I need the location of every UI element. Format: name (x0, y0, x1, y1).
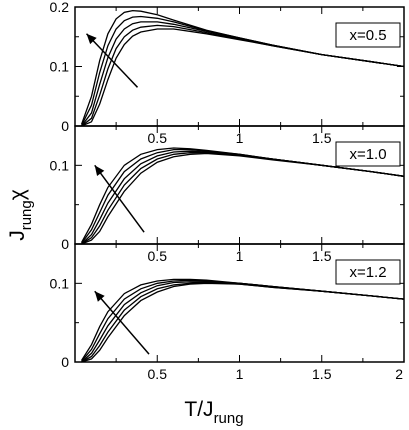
x-tick-label: 0.5 (148, 130, 168, 146)
panel-label-box (335, 141, 401, 167)
trend-arrow-head (86, 33, 97, 45)
panel-label: x=0.5 (349, 27, 386, 44)
trend-arrow (94, 164, 145, 233)
series-line-2 (81, 279, 405, 362)
x-tick-label: 1.5 (312, 130, 332, 146)
panel-2: 0 0.1 0.5 1 1.5 x=1.0 (50, 125, 405, 264)
panel-label: x=1.2 (349, 264, 386, 281)
x-tick-label: 0.5 (148, 248, 168, 264)
x-tick-label: 0.5 (148, 366, 168, 382)
series-line-5 (81, 152, 405, 245)
x-tick-label: 1 (236, 130, 244, 146)
trend-arrow (85, 33, 139, 88)
x-tick-label: 1.5 (312, 248, 332, 264)
x-axis-label: T/Jrung (184, 398, 243, 427)
series-line-5 (81, 28, 405, 127)
panel-label: x=1.0 (349, 146, 386, 163)
trend-arrow-head (94, 165, 105, 177)
trend-arrow (94, 290, 150, 355)
y-tick-label: 0.1 (50, 59, 70, 75)
series-line-1 (81, 278, 405, 361)
y-tick-label: 0.1 (50, 275, 70, 291)
y-tick-label: 0.1 (50, 157, 70, 173)
x-tick-label: 1 (236, 366, 244, 382)
panels-group: 00.10.20.5 1 1.5x=0.500.10.5 1 1.5x=1.000.10… (50, 0, 405, 382)
y-axis-label: Jrungχ (6, 189, 35, 241)
panel-3: 0 0.1 0.5 1 1.5 2 x=1.2 (50, 243, 405, 382)
panel-label-box (335, 22, 401, 48)
series-line-5 (81, 282, 405, 363)
panel-1: 0 0.1 0.2 0.5 1 1.5 x=0.5 (50, 0, 405, 146)
x-tick-label: 2 (395, 366, 403, 382)
trend-arrow-head (94, 291, 105, 302)
y-tick-label: 0.2 (50, 0, 70, 15)
y-tick-label: 0 (61, 354, 69, 370)
y-tick-label: 0 (61, 236, 69, 252)
panel-label-box (335, 259, 401, 285)
y-tick-label: 0 (61, 118, 69, 134)
x-tick-label: 1.5 (312, 366, 332, 382)
x-tick-label: 1 (236, 248, 244, 264)
